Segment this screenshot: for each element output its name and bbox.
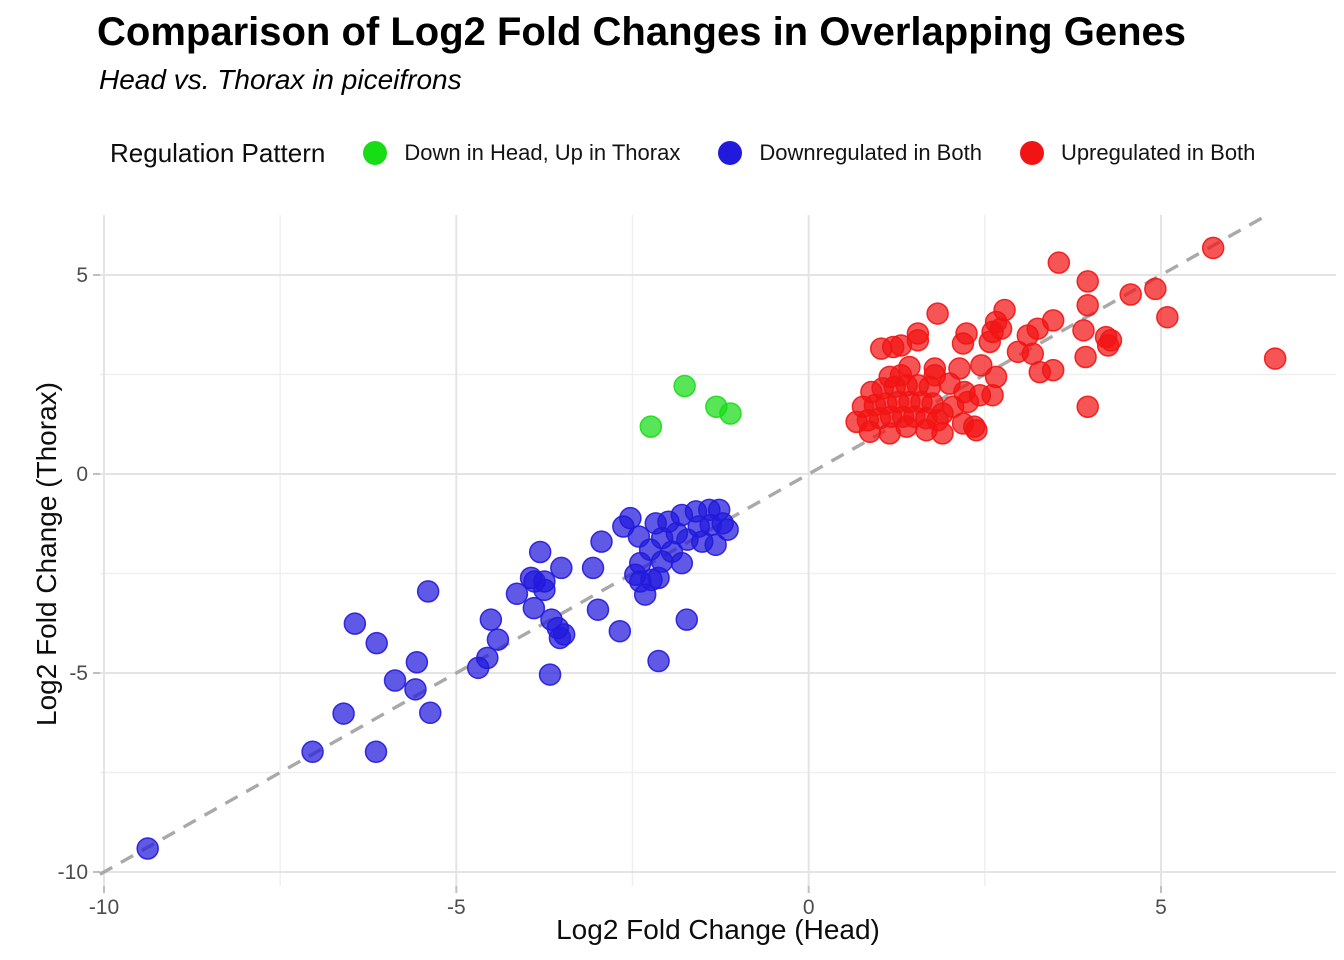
data-point: [993, 298, 1016, 322]
legend-item-down-up: Down in Head, Up in Thorax: [363, 140, 680, 166]
data-point: [1074, 345, 1097, 369]
data-point: [1076, 293, 1099, 317]
legend: Regulation Pattern Down in Head, Up in T…: [110, 130, 1255, 176]
data-point: [675, 608, 699, 631]
data-point: [1156, 305, 1179, 329]
data-point: [301, 740, 324, 764]
data-point: [419, 701, 442, 725]
y-tick-label: 5: [76, 264, 88, 287]
data-point: [404, 678, 427, 701]
data-point: [989, 317, 1013, 340]
data-point: [533, 578, 556, 602]
data-point: [364, 740, 388, 764]
data-point: [383, 669, 407, 692]
data-point: [629, 570, 652, 593]
data-point: [1047, 251, 1071, 274]
data-point: [586, 598, 610, 621]
data-point: [639, 415, 663, 438]
data-point: [647, 566, 670, 590]
data-point: [1144, 277, 1167, 301]
data-point: [704, 533, 727, 557]
y-tick-label: -5: [69, 662, 88, 685]
data-point: [476, 646, 499, 670]
data-point: [538, 663, 562, 686]
data-point: [1041, 309, 1065, 332]
identity-reference-line: [99, 213, 1269, 876]
data-point: [486, 628, 510, 651]
data-point: [1072, 319, 1095, 342]
data-point: [1201, 236, 1225, 260]
data-point: [332, 702, 355, 725]
data-point: [552, 623, 576, 646]
blue-dot-icon: [718, 141, 743, 165]
data-point: [590, 530, 613, 553]
data-point: [965, 418, 988, 442]
data-point: [898, 355, 921, 379]
data-point: [1119, 283, 1142, 306]
data-point: [673, 374, 696, 398]
legend-label: Down in Head, Up in Thorax: [404, 140, 681, 165]
data-point: [906, 322, 930, 345]
data-point: [505, 582, 529, 606]
x-tick-label: -10: [89, 896, 119, 919]
x-axis-title: Log2 Fold Change (Head): [556, 914, 880, 945]
data-point: [647, 649, 670, 673]
data-point: [1263, 347, 1287, 370]
green-dot-icon: [363, 141, 388, 165]
data-point: [926, 302, 949, 325]
data-point: [1076, 395, 1099, 418]
data-point: [984, 365, 1008, 389]
data-point: [931, 422, 954, 445]
data-point: [638, 538, 662, 561]
data-point: [405, 651, 429, 674]
data-point: [1096, 334, 1120, 357]
data-point: [608, 619, 632, 643]
data-point: [479, 608, 503, 631]
data-point: [981, 383, 1004, 407]
x-tick-label: 0: [803, 896, 815, 919]
legend-title: Regulation Pattern: [110, 137, 326, 168]
legend-label: Upregulated in Both: [1060, 140, 1256, 165]
data-point: [970, 354, 993, 377]
data-point: [343, 612, 367, 635]
legend-item-down-both: Downregulated in Both: [718, 140, 982, 166]
data-point: [719, 402, 742, 425]
data-point: [416, 580, 440, 603]
red-dot-icon: [1019, 141, 1044, 165]
data-point: [550, 556, 573, 580]
data-point: [1041, 358, 1065, 382]
legend-item-up-both: Upregulated in Both: [1019, 140, 1256, 166]
data-point: [522, 596, 546, 620]
data-point: [660, 540, 684, 563]
chart-title: Comparison of Log2 Fold Changes in Overl…: [97, 10, 1187, 54]
data-point: [136, 837, 159, 860]
data-point: [528, 540, 552, 564]
data-point: [581, 556, 605, 580]
data-point: [1076, 270, 1099, 293]
data-point: [365, 631, 388, 655]
chart-subtitle: Head vs. Thorax in piceifrons: [99, 64, 462, 95]
y-tick-label: 0: [76, 463, 88, 486]
y-tick-label: -10: [58, 861, 88, 884]
data-point: [955, 322, 978, 345]
x-tick-label: 5: [1155, 896, 1167, 919]
y-axis-title: Log2 Fold Change (Thorax): [31, 382, 62, 726]
data-point: [716, 518, 739, 541]
legend-label: Downregulated in Both: [759, 140, 982, 165]
data-point: [948, 357, 971, 380]
x-tick-label: -5: [447, 896, 466, 919]
